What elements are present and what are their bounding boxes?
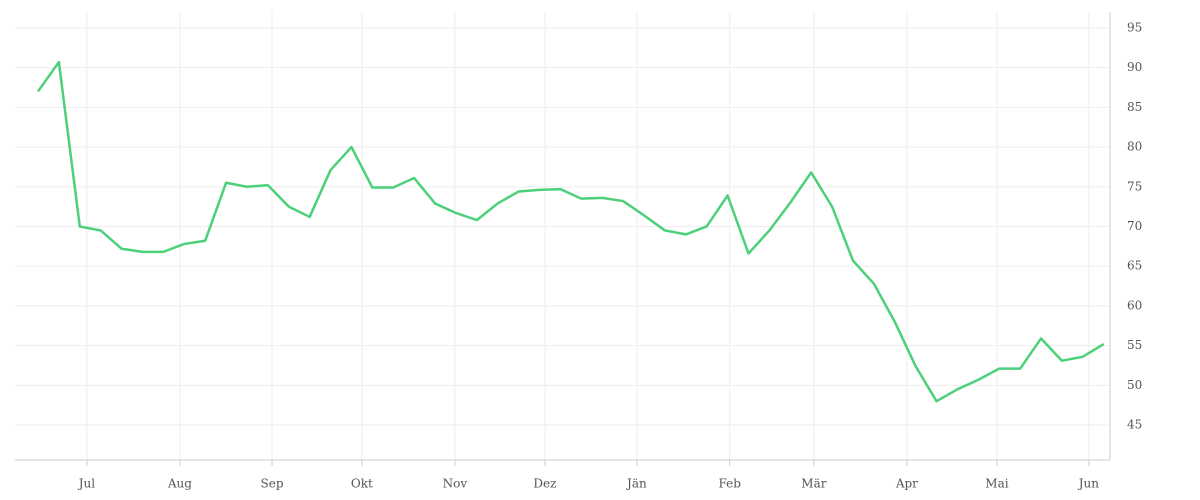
x-tick-label: Apr xyxy=(895,477,918,491)
x-tick-label: Jul xyxy=(77,477,96,491)
y-tick-label: 45 xyxy=(1127,418,1142,432)
y-tick-label: 55 xyxy=(1127,338,1142,352)
x-tick-label: Mär xyxy=(801,477,826,491)
x-tick-label: Aug xyxy=(167,477,192,491)
y-tick-label: 70 xyxy=(1127,219,1142,233)
line xyxy=(36,60,1105,403)
x-tick-label: Okt xyxy=(351,477,373,491)
x-tick-label: Sep xyxy=(261,477,284,491)
x-tick-label: Nov xyxy=(443,477,468,491)
y-tick-label: 80 xyxy=(1127,140,1142,154)
x-tick-label: Jun xyxy=(1077,477,1100,491)
y-tick-label: 90 xyxy=(1127,60,1142,74)
x-tick-label: Dez xyxy=(533,477,556,491)
y-tick-label: 65 xyxy=(1127,259,1142,273)
x-tick-label: Feb xyxy=(718,477,741,491)
y-tick-label: 60 xyxy=(1127,298,1142,312)
y-tick-label: 95 xyxy=(1127,20,1142,34)
x-tick-label: Mai xyxy=(985,477,1008,491)
x-tick-label: Jän xyxy=(625,477,647,491)
y-tick-label: 75 xyxy=(1127,179,1142,193)
y-tick-label: 85 xyxy=(1127,100,1142,114)
y-tick-label: 50 xyxy=(1127,378,1142,392)
